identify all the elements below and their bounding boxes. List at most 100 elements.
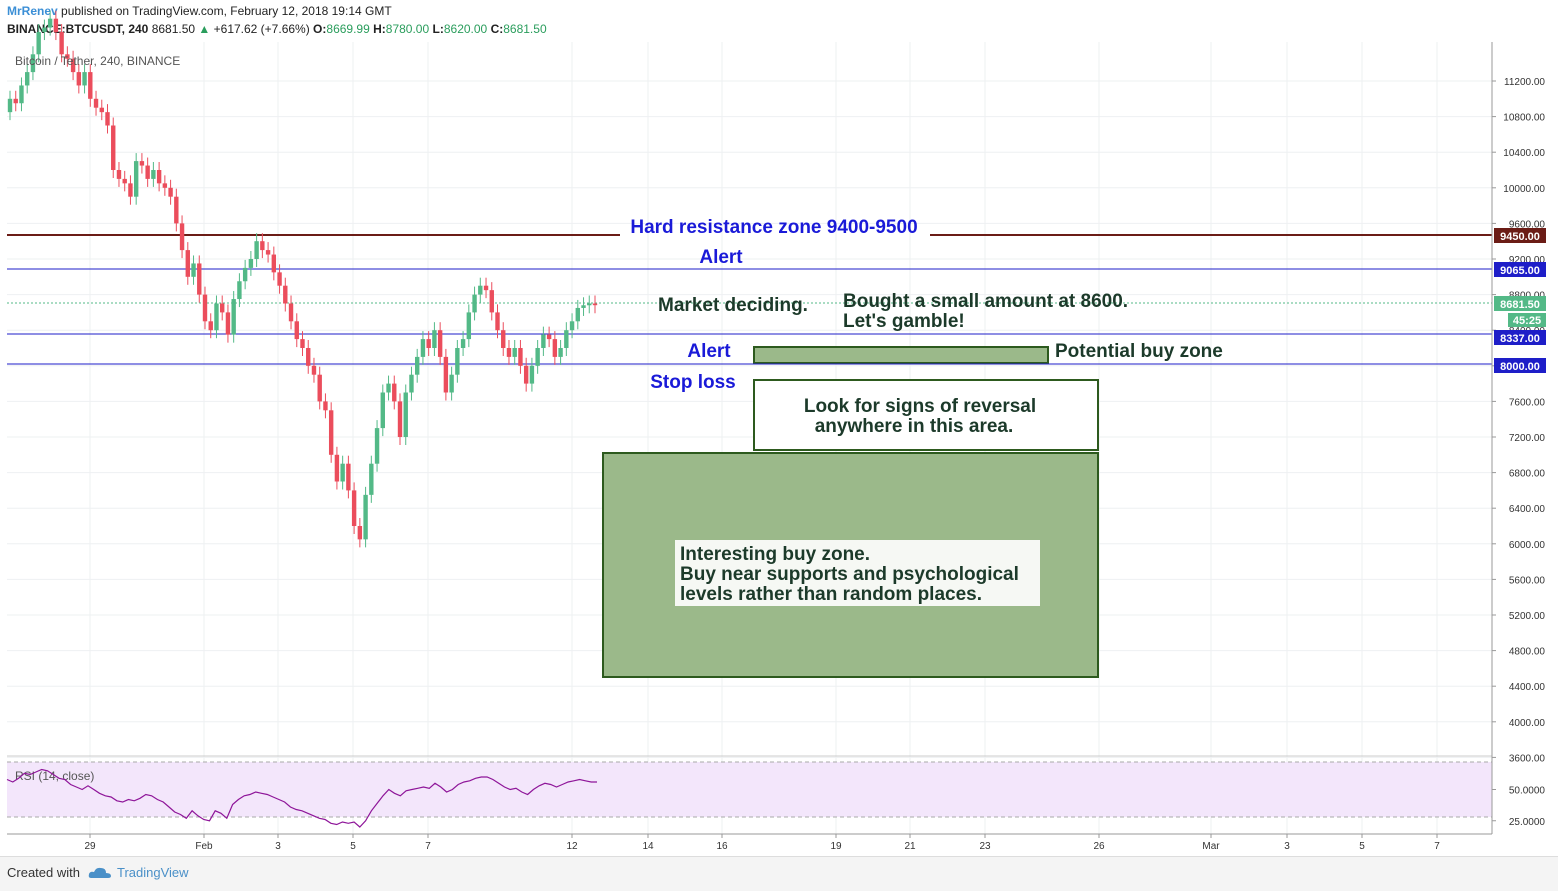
- rsi-axis: 50.0000 25.0000: [1492, 786, 1545, 828]
- candle-body: [254, 241, 259, 259]
- x-tick-label: 19: [830, 841, 842, 852]
- stop-loss-badge: 8000.00: [1500, 361, 1540, 373]
- candle-body: [271, 254, 277, 273]
- grid: [7, 42, 1492, 834]
- y-tick-label: 9200.00: [1509, 255, 1546, 266]
- candle-body: [334, 454, 340, 482]
- price-change: +617.62 (+7.66%): [210, 22, 314, 36]
- y-tick-label: 5200.00: [1509, 611, 1546, 622]
- up-arrow-icon: ▲: [198, 22, 211, 36]
- candle-body: [306, 348, 311, 366]
- candle-body: [99, 107, 104, 113]
- candle-body: [220, 303, 225, 313]
- candle-body: [174, 196, 179, 224]
- candle-body: [535, 348, 540, 366]
- candle-body: [523, 365, 529, 384]
- y-tick-label: 6800.00: [1509, 469, 1546, 480]
- candle-body: [432, 330, 437, 348]
- ohlc-line: BINANCE:BTCUSDT, 240 8681.50 ▲ +617.62 (…: [7, 22, 547, 36]
- candle-body: [294, 321, 299, 340]
- candle-body: [340, 463, 345, 482]
- candle-body: [478, 285, 483, 295]
- y-tick-label: 3600.00: [1509, 753, 1546, 764]
- candle-body: [409, 374, 414, 393]
- reversal-area-box[interactable]: [753, 379, 1099, 451]
- candle-body: [242, 267, 248, 282]
- x-tick-label: 29: [84, 841, 96, 852]
- last-price-badge-bg: [1494, 296, 1546, 311]
- candle-body: [443, 356, 449, 393]
- candle-body: [139, 161, 145, 166]
- candle-body: [116, 170, 122, 179]
- candle-body: [283, 285, 288, 304]
- low-label: L:: [429, 22, 444, 36]
- candle-body: [392, 383, 397, 402]
- x-tick-label: 5: [350, 841, 356, 852]
- candle-body: [495, 312, 500, 331]
- candle-body: [569, 321, 575, 331]
- potential-buy-label: Potential buy zone: [1055, 341, 1223, 362]
- candle-body: [65, 54, 70, 59]
- x-tick-label: 12: [566, 841, 578, 852]
- x-tick-label: 14: [642, 841, 654, 852]
- interesting-note-line1: Interesting buy zone.: [680, 544, 870, 565]
- author-link[interactable]: MrRenev: [7, 4, 58, 18]
- open-value: 8669.99: [326, 22, 370, 36]
- y-tick-label: 9600.00: [1509, 219, 1546, 230]
- close-label: C:: [487, 22, 504, 36]
- candle-body: [529, 365, 535, 384]
- candle-body: [317, 374, 322, 402]
- x-tick-label: Feb: [195, 841, 213, 852]
- y-tick-label: 5600.00: [1509, 575, 1546, 586]
- candle-body: [133, 161, 139, 197]
- publish-info: published on TradingView.com, February 1…: [57, 4, 392, 18]
- x-tick-label: 16: [716, 841, 728, 852]
- x-tick-label: 3: [275, 841, 281, 852]
- candle-body: [541, 334, 546, 348]
- candle-body: [122, 178, 127, 184]
- candle-body: [179, 223, 185, 251]
- interesting-note-line3: levels rather than random places.: [680, 584, 982, 605]
- market-deciding-note: Market deciding.: [658, 295, 808, 316]
- candle-body: [277, 272, 282, 286]
- candle-body: [237, 281, 242, 300]
- candle-body: [369, 463, 374, 495]
- high-value: 8780.00: [385, 22, 430, 36]
- tradingview-brand[interactable]: TradingView: [117, 865, 189, 880]
- close-value: 8681.50: [503, 22, 547, 36]
- rsi-tick-label: 25.0000: [1509, 817, 1546, 828]
- candlestick-series: [7, 10, 598, 548]
- candle-body: [575, 307, 580, 322]
- candle-body: [225, 312, 231, 335]
- y-tick-label: 10000.00: [1503, 184, 1545, 195]
- potential-buy-zone[interactable]: [753, 346, 1049, 364]
- interesting-note-line2: Buy near supports and psychological: [680, 564, 1019, 585]
- candle-body: [191, 263, 196, 277]
- alert-lower-badge: 8337.00: [1500, 333, 1540, 345]
- candle-body: [248, 259, 254, 268]
- open-label: O:: [313, 22, 327, 36]
- price-axis[interactable]: 11200.0010800.0010400.0010000.009600.009…: [1492, 77, 1545, 764]
- candle-body: [231, 299, 236, 335]
- candle-body: [501, 330, 506, 348]
- y-tick-label: 6400.00: [1509, 504, 1546, 515]
- candle-body: [351, 490, 357, 526]
- candle-body: [25, 72, 30, 86]
- candle-body: [420, 339, 426, 357]
- candle-body: [105, 112, 110, 126]
- time-axis[interactable]: 29 Feb 3 5 7 12 14 16 19 21 23 26 Mar 3 5 7: [84, 834, 1440, 852]
- candle-body: [518, 348, 523, 366]
- candle-body: [483, 285, 489, 291]
- candle-body: [564, 330, 569, 348]
- resistance-badge-bg: [1494, 228, 1546, 243]
- candle-body: [489, 290, 494, 313]
- candle-body: [552, 339, 558, 357]
- rsi-line: [6, 768, 597, 828]
- publish-line: MrRenev published on TradingView.com, Fe…: [7, 4, 392, 18]
- resistance-label: Hard resistance zone 9400-9500: [630, 217, 917, 238]
- candle-body: [437, 330, 443, 357]
- reversal-note-line2: anywhere in this area.: [815, 416, 1014, 437]
- candle-body: [260, 241, 265, 251]
- price-chart[interactable]: Interesting buy zone. Buy near supports …: [0, 0, 1558, 856]
- x-tick-label: 5: [1359, 841, 1365, 852]
